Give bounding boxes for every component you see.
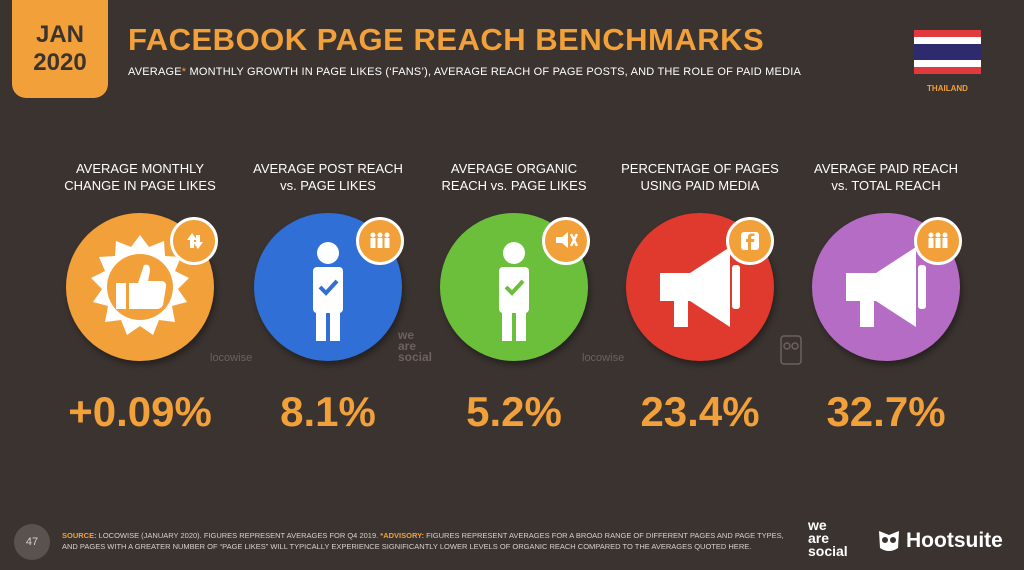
date-year: 2020 [33,49,87,76]
up-down-arrows-icon [170,217,218,265]
metric-label-line2: vs. PAGE LIKES [280,178,376,193]
subtitle-asterisk: * [181,66,187,78]
megaphone-icon [846,247,926,327]
logo-we: we [808,517,827,533]
metric-value-paid-reach: 32.7% [826,388,946,435]
watermark-social: social [398,350,433,364]
facebook-icon [726,217,774,265]
advisory-key: *ADVISORY: [380,531,425,540]
metric-column-paid-reach: AVERAGE PAID REACH vs. TOTAL REACH [796,160,976,196]
metric-label-line2: REACH vs. PAGE LIKES [441,178,587,193]
metric-label: AVERAGE PAID REACH vs. TOTAL REACH [796,160,976,196]
person-check-icon [313,242,343,341]
advisory-text: FIGURES REPRESENT AVERAGES FOR A BROAD R… [62,531,784,551]
metric-label-line1: PERCENTAGE OF PAGES [621,161,779,176]
logo-social: social [808,543,848,559]
page-subtitle: AVERAGE* MONTHLY GROWTH IN PAGE LIKES (‘… [128,66,801,78]
wearesocial-watermark: we are social [398,328,433,364]
hootsuite-logo: Hootsuite [876,528,1003,554]
subtitle-post: MONTHLY GROWTH IN PAGE LIKES (‘FANS’), A… [186,66,802,78]
subtitle-pre: AVERAGE [128,66,182,78]
watermark-are: are [398,339,417,353]
hootsuite-owl-watermark-icon [780,335,802,368]
metric-value-paid-media: 23.4% [640,388,760,435]
source-footnote: SOURCE: LOCOWISE (JANUARY 2020). FIGURES… [62,530,792,552]
metric-label: PERCENTAGE OF PAGES USING PAID MEDIA [610,160,790,196]
logo-are: are [808,530,830,546]
metric-column-organic-reach: AVERAGE ORGANIC REACH vs. PAGE LIKES [424,160,604,196]
page-title: FACEBOOK PAGE REACH BENCHMARKS [128,22,765,57]
metric-circle-paid-reach [812,213,960,361]
country-label: THAILAND [927,84,968,93]
thumbs-up-icon [91,235,189,335]
megaphone-crossed-icon [542,217,590,265]
metric-label: AVERAGE MONTHLY CHANGE IN PAGE LIKES [50,160,230,196]
metric-column-post-reach: AVERAGE POST REACH vs. PAGE LIKES [238,160,418,196]
wearesocial-logo: we are social [808,517,848,559]
date-badge: JAN 2020 [12,0,108,98]
metric-label: AVERAGE ORGANIC REACH vs. PAGE LIKES [424,160,604,196]
megaphone-icon [660,247,740,327]
metric-label-line2: vs. TOTAL REACH [831,178,941,193]
metric-value-likes-change: +0.09% [68,388,212,435]
source-text: LOCOWISE (JANUARY 2020). FIGURES REPRESE… [96,531,381,540]
metric-label: AVERAGE POST REACH vs. PAGE LIKES [238,160,418,196]
metric-label-line1: AVERAGE PAID REACH [814,161,958,176]
metric-column-likes-change: AVERAGE MONTHLY CHANGE IN PAGE LIKES [50,160,230,196]
owl-icon [879,531,899,551]
metric-value-post-reach: 8.1% [280,388,376,435]
page-number: 47 [14,524,50,560]
metric-label-line1: AVERAGE POST REACH [253,161,403,176]
group-icon [914,217,962,265]
watermark-we: we [398,328,415,342]
metric-column-paid-media: PERCENTAGE OF PAGES USING PAID MEDIA [610,160,790,196]
locowise-watermark-2: locowise [582,352,625,364]
person-check-icon [499,242,529,341]
source-key: SOURCE: [62,531,97,540]
metric-label-line2: USING PAID MEDIA [640,178,760,193]
date-month: JAN [35,21,84,48]
metric-value-organic-reach: 5.2% [466,388,562,435]
metric-label-line1: AVERAGE MONTHLY [75,161,205,176]
locowise-watermark: locowise [210,352,253,364]
group-icon [356,217,404,265]
hootsuite-wordmark: Hootsuite [906,529,1003,552]
metric-label-line1: AVERAGE ORGANIC [450,161,578,176]
thailand-flag-icon [914,30,981,74]
metric-label-line2: CHANGE IN PAGE LIKES [64,178,216,193]
